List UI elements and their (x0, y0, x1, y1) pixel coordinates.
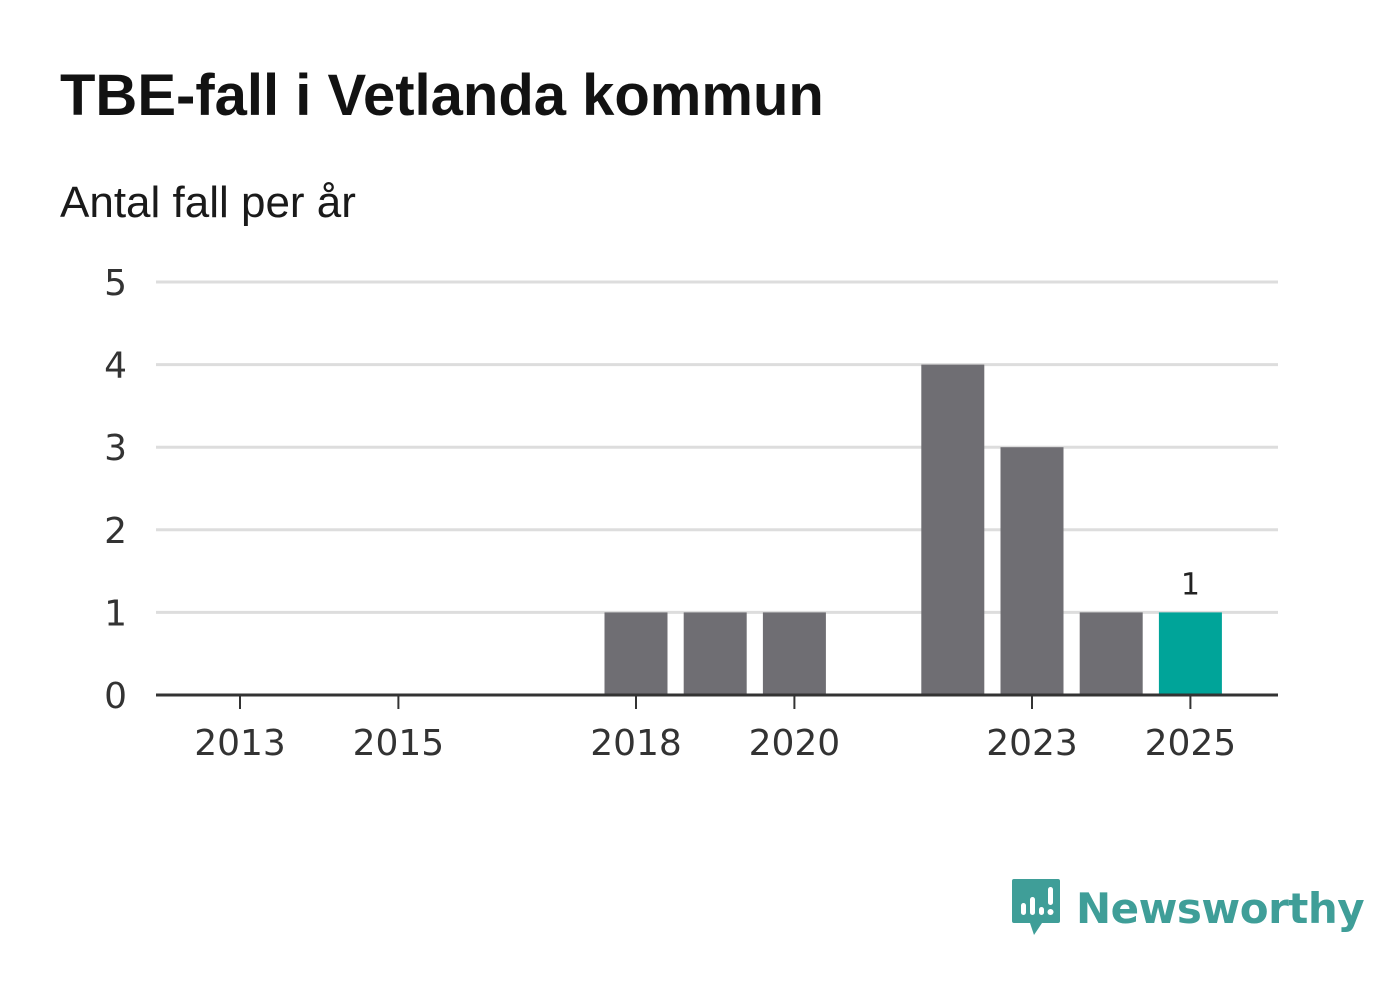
grid-lines (156, 280, 1278, 614)
bar-2025 (1158, 612, 1222, 695)
bar-2018 (604, 612, 668, 695)
chart-title: TBE-fall i Vetlanda kommun (60, 63, 824, 128)
bar-2020 (762, 612, 826, 695)
newsworthy-logo-icon (1012, 879, 1060, 935)
y-tick-label: 2 (104, 511, 127, 552)
newsworthy-brand: Newsworthy (1010, 876, 1365, 940)
bars (604, 364, 1222, 695)
x-tick-label: 2025 (1145, 723, 1237, 764)
y-tick-label: 0 (104, 676, 127, 717)
x-tick-label: 2020 (749, 723, 841, 764)
labels: 0 1 2 3 4 5 2013 2015 2018 2020 2023 2025 1 (104, 263, 1236, 764)
bar-2023 (1000, 447, 1064, 695)
y-tick-label: 4 (104, 346, 127, 387)
chart-subtitle: Antal fall per år (60, 178, 356, 227)
x-tick-label: 2018 (590, 723, 682, 764)
bar-2022 (921, 364, 985, 695)
data-label-2025: 1 (1181, 567, 1200, 602)
x-axis (156, 693, 1278, 709)
x-tick-label: 2023 (986, 723, 1078, 764)
y-tick-label: 3 (104, 428, 127, 469)
brand-name: Newsworthy (1076, 883, 1365, 933)
y-tick-label: 1 (104, 593, 127, 634)
bar-2024 (1079, 612, 1143, 695)
y-tick-label: 5 (104, 263, 127, 304)
x-tick-label: 2013 (194, 723, 286, 764)
x-tick-label: 2015 (353, 723, 445, 764)
bar-2019 (683, 612, 747, 695)
